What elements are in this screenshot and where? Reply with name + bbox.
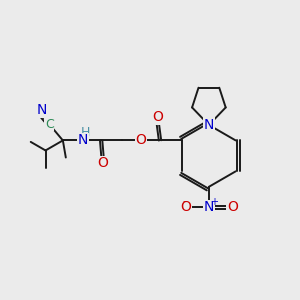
Text: N: N	[204, 200, 214, 214]
Text: +: +	[210, 196, 218, 206]
Text: H: H	[81, 126, 90, 139]
Text: O: O	[97, 156, 108, 170]
Text: C: C	[45, 118, 54, 131]
Text: N: N	[37, 103, 47, 117]
Text: N: N	[204, 118, 214, 132]
Text: O: O	[136, 134, 146, 147]
Text: -: -	[182, 196, 186, 206]
Text: O: O	[152, 110, 163, 124]
Text: O: O	[227, 200, 238, 214]
Text: N: N	[77, 134, 88, 147]
Text: O: O	[180, 200, 191, 214]
